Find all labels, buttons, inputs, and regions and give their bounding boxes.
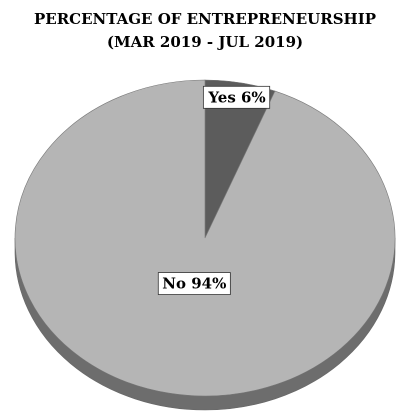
data-label-box xyxy=(202,85,271,109)
chart-title: PERCENTAGE OF ENTREPRENEURSHIP xyxy=(34,10,376,28)
pie-slice xyxy=(14,79,396,397)
chart-subtitle: (MAR 2019 - JUL 2019) xyxy=(107,33,303,51)
data-label: No 94% xyxy=(162,275,226,293)
data-label-box xyxy=(157,272,231,295)
data-label: Yes 6% xyxy=(207,88,265,106)
pie: Yes 6% No 94% xyxy=(14,79,396,411)
